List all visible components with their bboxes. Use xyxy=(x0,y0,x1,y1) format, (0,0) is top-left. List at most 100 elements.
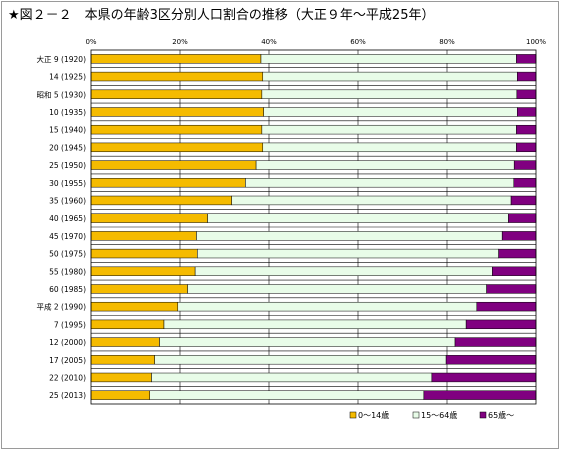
legend-swatch-1 xyxy=(349,411,357,419)
bar-segment-2 xyxy=(262,142,517,153)
bars xyxy=(90,54,537,400)
bar-segment-3 xyxy=(476,301,537,312)
x-tick-label: 100% xyxy=(526,38,546,46)
bar-segment-2 xyxy=(154,355,447,365)
legend: 0～14歳 15～64歳 65歳～ xyxy=(349,410,514,420)
category-label: 17 (2005) xyxy=(49,356,86,365)
bar-segment-2 xyxy=(261,89,518,99)
bar-segment-1 xyxy=(90,89,263,99)
category-label: 12 (2000) xyxy=(49,338,86,347)
gridlines xyxy=(91,50,536,404)
bar-segment-1 xyxy=(90,160,257,170)
bar-segment-3 xyxy=(501,231,537,241)
bar-segment-1 xyxy=(90,390,150,400)
category-label: 25 (1950) xyxy=(49,161,86,170)
bar-segment-2 xyxy=(151,372,433,383)
bar-segment-1 xyxy=(90,231,197,241)
bar-segment-3 xyxy=(445,355,537,365)
bar-segment-1 xyxy=(90,372,152,383)
bar-segment-2 xyxy=(231,195,512,206)
x-tick-label: 20% xyxy=(172,38,188,46)
category-label: 7 (1995) xyxy=(54,320,86,329)
bar-segment-2 xyxy=(261,124,517,135)
bar-segment-1 xyxy=(90,319,165,330)
bar-segment-2 xyxy=(255,160,515,170)
bar-segment-2 xyxy=(194,266,493,276)
bar-segment-3 xyxy=(465,319,537,330)
bar-segment-1 xyxy=(90,266,196,276)
bar-segment-3 xyxy=(508,213,537,223)
bar-segment-2 xyxy=(187,284,487,294)
category-label: 30 (1955) xyxy=(49,179,86,188)
bar-segment-3 xyxy=(513,178,537,188)
category-label: 55 (1980) xyxy=(49,267,86,276)
x-tick-label: 40% xyxy=(261,38,277,46)
bar-segment-3 xyxy=(510,195,537,206)
plot-area-border xyxy=(90,49,537,405)
legend-swatch-2 xyxy=(412,411,420,419)
category-label: 平成 2 (1990) xyxy=(37,302,87,312)
bar-segment-3 xyxy=(513,160,537,170)
bar-segment-1 xyxy=(90,107,264,117)
x-tick-label: 0% xyxy=(85,38,96,46)
bar-segment-3 xyxy=(498,248,537,259)
legend-swatch-3 xyxy=(479,411,487,419)
bar-segment-2 xyxy=(159,337,456,347)
bar-segment-2 xyxy=(263,107,518,117)
bar-segment-1 xyxy=(90,142,264,153)
bar-segment-1 xyxy=(90,284,188,294)
x-tick-labels: 0% 20% 40% 60% 80% 100% xyxy=(85,38,546,46)
bar-segment-1 xyxy=(90,178,246,188)
bar-segment-1 xyxy=(90,301,179,312)
category-label: 60 (1985) xyxy=(49,285,86,294)
bar-segment-2 xyxy=(262,71,518,82)
bar-segment-2 xyxy=(177,301,478,312)
category-label: 15 (1940) xyxy=(49,126,86,135)
bar-segment-2 xyxy=(197,248,499,259)
bar-segment-2 xyxy=(260,54,517,64)
x-tick-label: 60% xyxy=(350,38,366,46)
category-label: 45 (1970) xyxy=(49,232,86,241)
chart-title: ★図２－２ 本県の年齢3区分別人口割合の推移（大正９年～平成25年） xyxy=(8,8,435,23)
legend-label-3: 65歳～ xyxy=(488,410,514,420)
category-label: 25 (2013) xyxy=(49,391,86,400)
category-label: 14 (1925) xyxy=(49,73,86,82)
category-label: 35 (1960) xyxy=(49,196,86,205)
bar-segment-1 xyxy=(90,124,263,135)
bar-segment-2 xyxy=(245,178,514,188)
bar-segment-1 xyxy=(90,337,160,347)
legend-label-2: 15～64歳 xyxy=(421,410,457,420)
bar-segment-3 xyxy=(454,337,537,347)
bar-segment-1 xyxy=(90,213,208,223)
bar-segment-2 xyxy=(207,213,509,223)
bar-segment-3 xyxy=(423,390,537,400)
category-label: 昭和 5 (1930) xyxy=(37,90,87,99)
bar-segment-3 xyxy=(517,107,537,117)
bar-segment-1 xyxy=(90,195,232,206)
bar-segment-1 xyxy=(90,54,262,64)
bar-segment-2 xyxy=(149,390,425,400)
bar-segment-2 xyxy=(196,231,503,241)
bar-segment-1 xyxy=(90,71,264,82)
category-label: 20 (1945) xyxy=(49,143,86,152)
bar-segment-3 xyxy=(431,372,537,383)
bar-segment-1 xyxy=(90,248,198,259)
category-label: 40 (1965) xyxy=(49,214,86,223)
bar-segment-3 xyxy=(492,266,537,276)
x-tick-label: 80% xyxy=(439,38,455,46)
bar-segment-3 xyxy=(517,71,537,82)
category-label: 大正 9 (1920) xyxy=(37,54,87,64)
bar-segment-2 xyxy=(163,319,467,330)
legend-label-1: 0～14歳 xyxy=(358,410,389,420)
bar-segment-3 xyxy=(516,54,537,64)
bar-segment-3 xyxy=(516,89,537,99)
category-labels: 大正 9 (1920) 14 (1925) 昭和 5 (1930) 10 (1935)… xyxy=(37,54,87,400)
category-label: 22 (2010) xyxy=(49,373,86,382)
bar-segment-3 xyxy=(516,142,537,153)
category-label: 50 (1975) xyxy=(49,250,86,259)
category-label: 10 (1935) xyxy=(49,108,86,117)
bar-segment-1 xyxy=(90,355,155,365)
bar-segment-3 xyxy=(516,124,537,135)
bar-segment-3 xyxy=(486,284,537,294)
